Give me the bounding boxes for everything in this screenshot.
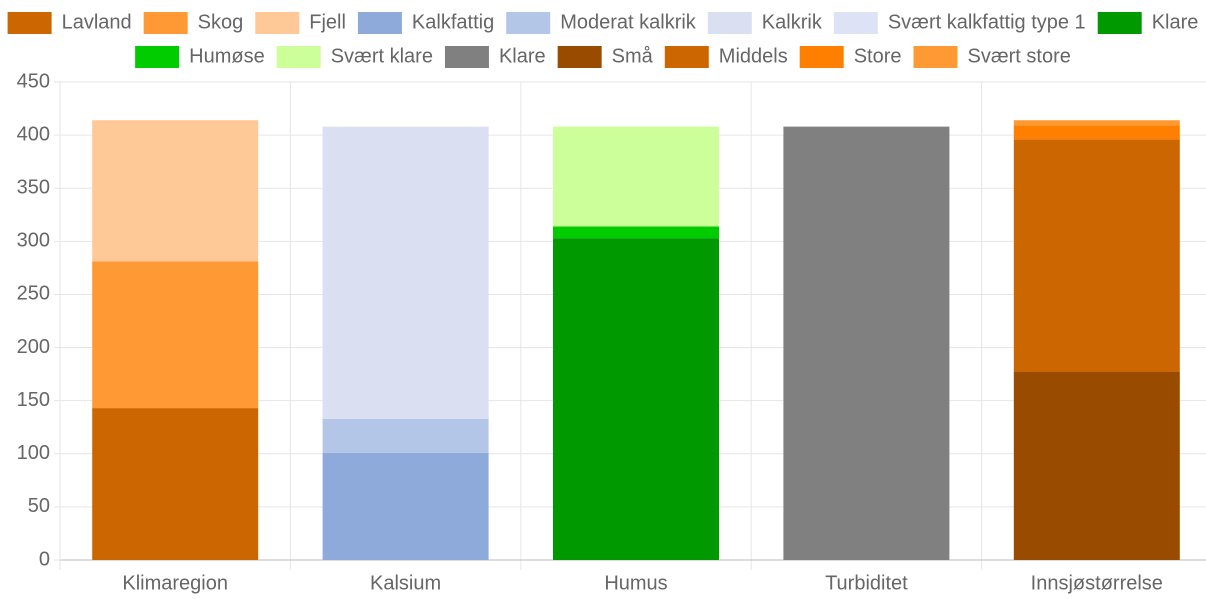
legend-item: Lavland	[7, 11, 132, 34]
legend-item: Klare	[444, 45, 546, 68]
legend-label: Fjell	[309, 11, 346, 33]
legend-label: Svært klare	[331, 45, 433, 67]
y-tick-label: 200	[17, 336, 50, 358]
legend-swatch	[276, 46, 321, 68]
legend-item: Fjell	[255, 11, 346, 34]
legend-item: Klare	[1097, 11, 1199, 34]
legend-label: Moderat kalkrik	[560, 11, 697, 33]
y-tick-label: 300	[17, 230, 50, 252]
legend-label: Svært kalkfattig type 1	[888, 11, 1086, 33]
y-tick-label: 400	[17, 123, 50, 145]
legend-label: Kalkrik	[762, 11, 823, 33]
legend-item: Svært store	[913, 45, 1071, 68]
bar-segment	[322, 418, 489, 453]
legend-item: Små	[557, 45, 654, 68]
legend-item: Svært klare	[276, 45, 433, 68]
legend-label: Skog	[198, 11, 244, 33]
legend-swatch	[357, 12, 402, 34]
x-tick-label: Innsjøstørrelse	[1031, 572, 1163, 594]
bar-segment	[322, 126, 489, 419]
legend-label: Små	[612, 45, 654, 67]
bar-segment	[92, 120, 259, 262]
legend-item: Humøse	[135, 45, 265, 68]
y-tick-label: 50	[28, 495, 50, 517]
bar-segment	[553, 126, 719, 227]
y-tick-label: 250	[17, 283, 50, 305]
legend-swatch	[255, 12, 300, 34]
legend-item: Store	[799, 45, 902, 68]
legend-item: Skog	[143, 11, 244, 34]
legend-swatch	[557, 46, 602, 68]
legend-swatch	[799, 46, 844, 68]
bar-segment	[553, 238, 719, 560]
legend-swatch	[1097, 12, 1142, 34]
legend-label: Store	[854, 45, 902, 67]
legend-swatch	[913, 46, 958, 68]
x-tick-label: Turbiditet	[825, 572, 908, 594]
legend-item: Svært kalkfattig type 1	[833, 11, 1086, 34]
bar-segment	[783, 126, 950, 560]
y-tick-label: 350	[17, 177, 50, 199]
bar-segment	[322, 452, 489, 560]
bar-segment	[1013, 371, 1180, 560]
y-tick-label: 0	[39, 548, 50, 570]
y-tick-label: 450	[17, 70, 50, 92]
legend-item: Middels	[664, 45, 788, 68]
legend-item: Kalkrik	[707, 11, 823, 34]
legend-label: Svært store	[968, 45, 1071, 67]
legend-item: Kalkfattig	[357, 11, 494, 34]
bar-segment	[92, 261, 259, 409]
x-tick-label: Klimaregion	[122, 572, 228, 594]
legend-swatch	[707, 12, 752, 34]
bar-segment	[92, 408, 259, 560]
bar-segment	[1013, 125, 1180, 140]
legend-label: Kalkfattig	[412, 11, 494, 33]
legend-label: Klare	[499, 45, 546, 67]
legend-swatch	[444, 46, 489, 68]
x-tick-label: Kalsium	[370, 572, 441, 594]
legend-label: Middels	[719, 45, 788, 67]
bar-segment	[1013, 139, 1180, 372]
legend-swatch	[664, 46, 709, 68]
y-tick-label: 100	[17, 442, 50, 464]
legend-swatch	[135, 46, 180, 68]
legend-swatch	[833, 12, 878, 34]
x-tick-label: Humus	[604, 572, 667, 594]
bar-segment	[1013, 120, 1180, 126]
legend-item: Moderat kalkrik	[506, 11, 697, 34]
y-tick-label: 150	[17, 389, 50, 411]
legend-swatch	[7, 12, 52, 34]
legend-label: Lavland	[62, 11, 132, 33]
legend-label: Humøse	[189, 45, 265, 67]
bar-segment	[553, 226, 719, 239]
legend-swatch	[506, 12, 551, 34]
legend-label: Klare	[1152, 11, 1199, 33]
legend-swatch	[143, 12, 188, 34]
